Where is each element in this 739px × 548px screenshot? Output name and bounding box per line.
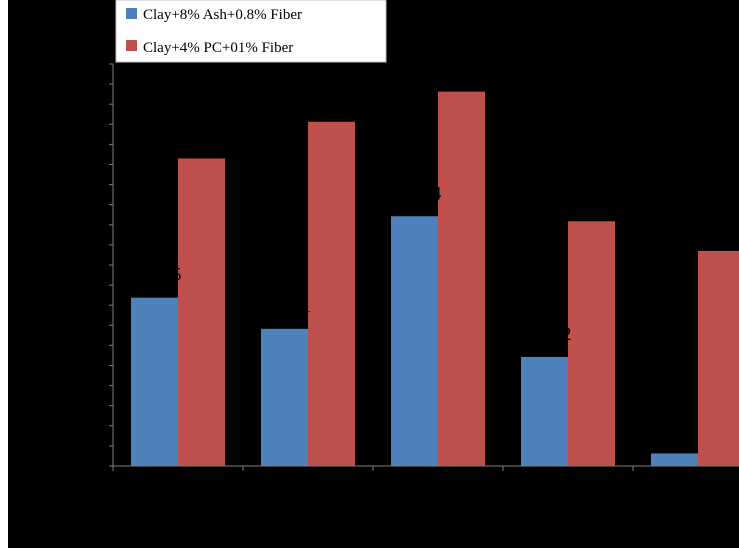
data-label-series-1-cat-2: 1 — [302, 296, 312, 317]
legend: Clay+8% Ash+0.8% Fiber Clay+4% PC+01% Fi… — [115, 0, 387, 63]
data-label-series-1-cat-4: 2 — [562, 324, 572, 345]
legend-box — [115, 0, 387, 63]
bar-series-2-cat-5 — [698, 250, 739, 466]
bar-series-2-cat-2 — [308, 121, 355, 466]
bar-series-1-cat-5 — [651, 453, 698, 466]
bar-series-1-cat-4 — [521, 356, 568, 466]
bar-series-1-cat-2 — [261, 328, 308, 466]
bar-series-2-cat-4 — [568, 221, 615, 466]
data-label-series-1-cat-1: 5 — [172, 265, 182, 286]
chart-background — [8, 0, 739, 548]
legend-label-series-1: Clay+8% Ash+0.8% Fiber — [143, 7, 302, 23]
legend-swatch-series-1 — [126, 8, 137, 19]
legend-swatch-series-2 — [126, 40, 137, 51]
bar-series-1-cat-3 — [391, 216, 438, 466]
data-label-series-1-cat-3: 4 — [432, 183, 442, 204]
bars — [131, 91, 739, 466]
legend-label-series-2: Clay+4% PC+01% Fiber — [143, 40, 293, 56]
y-axis — [109, 63, 114, 467]
bar-series-2-cat-3 — [438, 91, 485, 466]
bar-series-2-cat-1 — [178, 158, 225, 466]
bar-series-1-cat-1 — [131, 297, 178, 466]
data-labels: 5 1 4 2 — [172, 183, 572, 345]
